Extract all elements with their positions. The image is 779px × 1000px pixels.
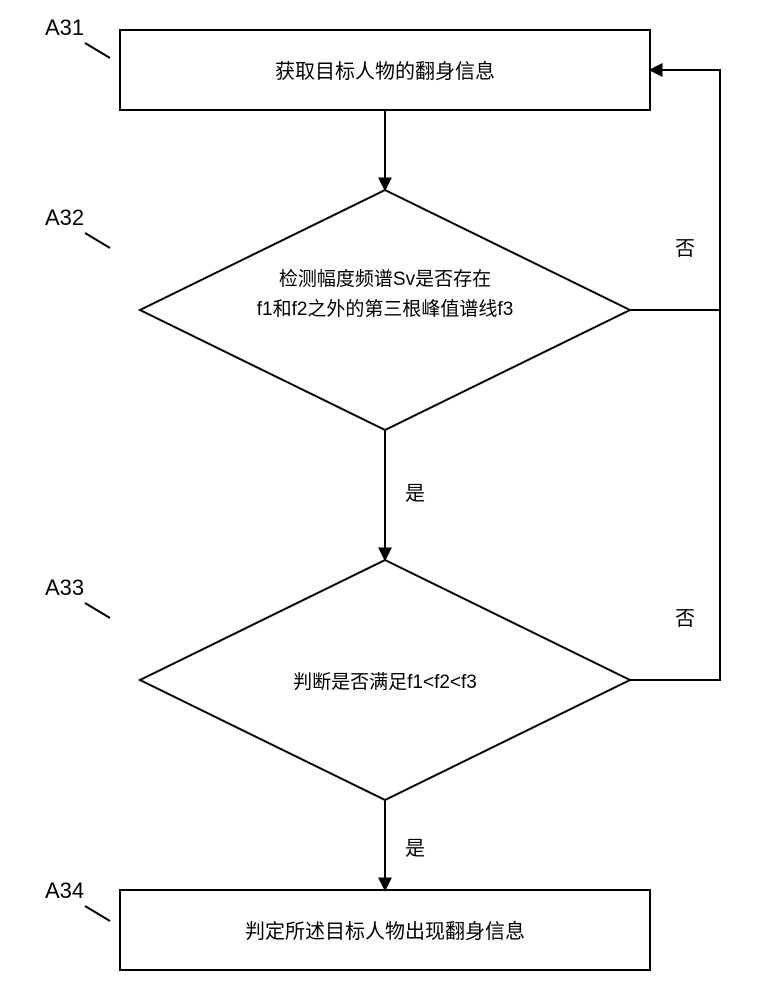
node-text-a32: f1和f2之外的第三根峰值谱线f3 (257, 298, 514, 320)
edge-label: 否 (675, 608, 695, 630)
node-text-a34: 判定所述目标人物出现翻身信息 (245, 920, 525, 943)
flow-edge (630, 70, 720, 310)
edge-label: 是 (405, 483, 425, 505)
node-text-a32: 检测幅度频谱Sv是否存在 (279, 268, 491, 290)
step-label-a34: A34 (45, 878, 84, 903)
step-label-a31: A31 (45, 15, 84, 40)
edge-label: 是 (405, 838, 425, 860)
step-label-a32: A32 (45, 205, 84, 230)
edge-label: 否 (675, 238, 695, 260)
node-text-a31: 获取目标人物的翻身信息 (275, 60, 495, 83)
node-text-a33: 判断是否满足f1<f2<f3 (293, 671, 477, 693)
step-label-a33: A33 (45, 575, 84, 600)
